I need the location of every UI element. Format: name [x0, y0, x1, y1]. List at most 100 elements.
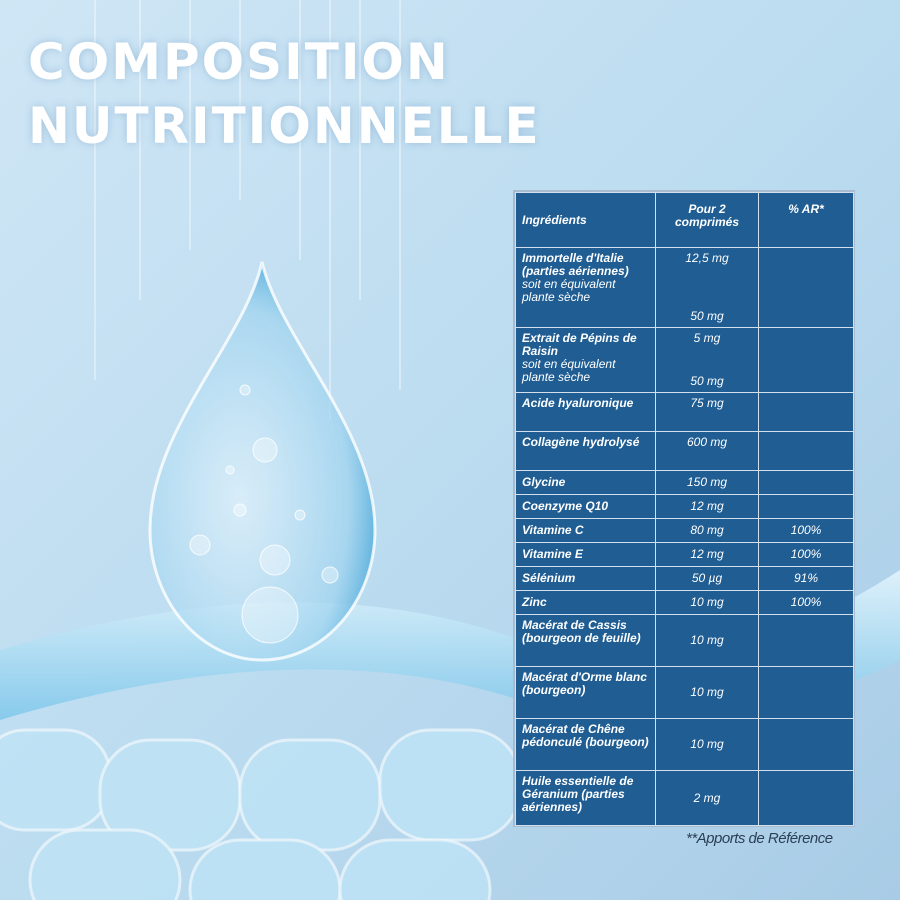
nutrition-table: Ingrédients Pour 2 comprimés % AR* Immor…: [515, 192, 854, 826]
amount: 10 mg: [690, 737, 724, 751]
ingredient-cell: Glycine: [515, 470, 656, 495]
ar-cell: [758, 327, 854, 393]
table-row: Glycine 150 mg: [515, 470, 854, 495]
amount: 80 mg: [690, 523, 724, 537]
ar-value: 91%: [793, 571, 819, 585]
ar-value: 100%: [790, 595, 822, 609]
table-body: Immortelle d'Italie (parties aériennes) s…: [515, 247, 854, 826]
table-row: Collagène hydrolysé 600 mg: [515, 431, 854, 471]
amount-cell: 600 mg: [655, 431, 759, 471]
ingredient-name: Acide hyaluronique: [522, 396, 634, 410]
table-panel: Ingrédients Pour 2 comprimés % AR* Immor…: [513, 190, 855, 827]
ingredient-name: Coenzyme Q10: [522, 499, 609, 513]
title-line: COMPOSITION: [28, 33, 450, 91]
footnote: **Apports de Référence: [686, 830, 833, 847]
ingredient-cell: Immortelle d'Italie (parties aériennes) s…: [515, 247, 656, 328]
ingredient-cell: Macérat de Cassis (bourgeon de feuille): [515, 614, 656, 667]
ar-cell: [758, 431, 854, 471]
amount-cell: 12,5 mg 50 mg: [655, 247, 759, 328]
ingredient-name: Macérat de Chêne pédonculé (bourgeon): [522, 722, 649, 749]
ingredient-name: Glycine: [522, 475, 566, 489]
ingredient-name: Huile essentielle de Géranium (parties a…: [522, 774, 634, 814]
ar-cell: [758, 770, 854, 826]
ingredient-cell: Macérat de Chêne pédonculé (bourgeon): [515, 718, 656, 771]
table-row: Coenzyme Q10 12 mg: [515, 494, 854, 519]
amount-cell: 10 mg: [655, 614, 759, 667]
column-header: % AR*: [758, 192, 854, 248]
amount: 75 mg: [690, 396, 724, 410]
ingredient-name: Macérat d'Orme blanc (bourgeon): [522, 670, 647, 697]
amount-cell: 12 mg: [655, 494, 759, 519]
ingredient-cell: Acide hyaluronique: [515, 392, 656, 432]
amount: 50 µg: [691, 571, 723, 585]
amount: 10 mg: [690, 633, 724, 647]
column-header: Pour 2 comprimés: [655, 192, 759, 248]
table-row: Huile essentielle de Géranium (parties a…: [515, 770, 854, 826]
ar-cell: [758, 614, 854, 667]
ingredient-note: soit en équivalent plante sèche: [522, 277, 616, 304]
table-row: Vitamine E 12 mg 100%: [515, 542, 854, 567]
amount-cell: 75 mg: [655, 392, 759, 432]
amount-cell: 150 mg: [655, 470, 759, 495]
amount: 10 mg: [690, 685, 724, 699]
table-row: Sélénium 50 µg 91%: [515, 566, 854, 591]
ar-value: 100%: [790, 523, 822, 537]
ingredient-name: Vitamine C: [522, 523, 584, 537]
header-row: Ingrédients Pour 2 comprimés % AR*: [515, 192, 854, 248]
amount: 12,5 mg: [685, 251, 729, 265]
ingredient-cell: Vitamine E: [515, 542, 656, 567]
ar-cell: [758, 470, 854, 495]
amount: 12 mg: [690, 547, 724, 561]
table-row: Vitamine C 80 mg 100%: [515, 518, 854, 543]
ingredient-note: soit en équivalent plante sèche: [522, 357, 616, 384]
ar-value: 100%: [790, 547, 822, 561]
ingredient-name: Zinc: [522, 595, 547, 609]
ingredient-cell: Zinc: [515, 590, 656, 615]
amount: 150 mg: [686, 475, 728, 489]
ingredient-cell: Collagène hydrolysé: [515, 431, 656, 471]
title: COMPOSITION NUTRITIONNELLE: [28, 30, 541, 158]
ar-cell: 100%: [758, 518, 854, 543]
ar-cell: [758, 392, 854, 432]
amount: 600 mg: [686, 435, 728, 449]
amount-cell: 12 mg: [655, 542, 759, 567]
ar-cell: [758, 247, 854, 328]
ingredient-cell: Sélénium: [515, 566, 656, 591]
amount: 12 mg: [690, 499, 724, 513]
amount-stack: 12,5 mg 50 mg: [662, 252, 752, 323]
amount-cell: 5 mg 50 mg: [655, 327, 759, 393]
amount-cell: 10 mg: [655, 718, 759, 771]
ingredient-name: Collagène hydrolysé: [522, 435, 640, 449]
amount: 10 mg: [690, 595, 724, 609]
ingredient-cell: Huile essentielle de Géranium (parties a…: [515, 770, 656, 826]
ingredient-cell: Extrait de Pépins de Raisin soit en équiv…: [515, 327, 656, 393]
amount: 5 mg: [693, 331, 721, 345]
ar-cell: [758, 494, 854, 519]
amount-cell: 80 mg: [655, 518, 759, 543]
table-row: Zinc 10 mg 100%: [515, 590, 854, 615]
ar-cell: 100%: [758, 542, 854, 567]
table-row: Acide hyaluronique 75 mg: [515, 392, 854, 432]
table-row: Extrait de Pépins de Raisin soit en équiv…: [515, 327, 854, 393]
amount: 50 mg: [690, 374, 724, 388]
ingredient-name: Immortelle d'Italie (parties aériennes): [522, 251, 629, 278]
ar-cell: [758, 718, 854, 771]
table-row: Macérat d'Orme blanc (bourgeon) 10 mg: [515, 666, 854, 719]
ar-cell: [758, 666, 854, 719]
amount: 2 mg: [693, 790, 721, 805]
ar-cell: 91%: [758, 566, 854, 591]
amount: 50 mg: [690, 309, 724, 323]
ingredient-cell: Coenzyme Q10: [515, 494, 656, 519]
title-line: NUTRITIONNELLE: [28, 97, 541, 155]
ingredient-name: Macérat de Cassis (bourgeon de feuille): [522, 618, 641, 645]
amount-stack: 5 mg 50 mg: [662, 332, 752, 388]
ingredient-name: Extrait de Pépins de Raisin: [522, 331, 637, 358]
amount-cell: 10 mg: [655, 666, 759, 719]
amount-cell: 10 mg: [655, 590, 759, 615]
ingredient-name: Sélénium: [522, 571, 576, 585]
amount-cell: 2 mg: [655, 770, 759, 826]
ingredient-name: Vitamine E: [522, 547, 583, 561]
table-row: Immortelle d'Italie (parties aériennes) s…: [515, 247, 854, 328]
column-header: Ingrédients: [515, 192, 656, 248]
